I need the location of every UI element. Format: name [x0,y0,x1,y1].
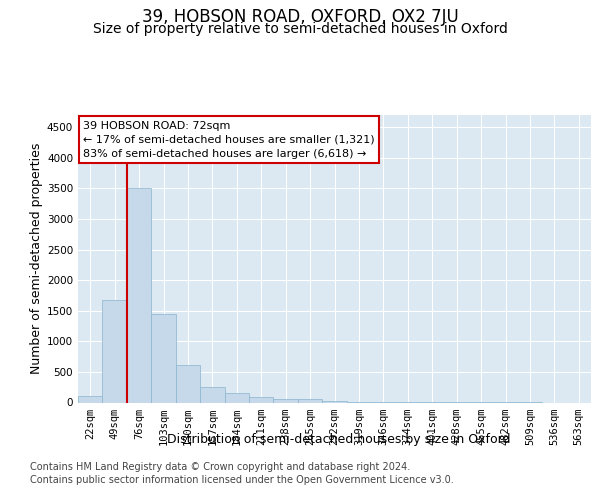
Text: Size of property relative to semi-detached houses in Oxford: Size of property relative to semi-detach… [92,22,508,36]
Bar [127,188,151,402]
Bar [274,398,298,402]
Bar [200,386,224,402]
Text: Distribution of semi-detached houses by size in Oxford: Distribution of semi-detached houses by … [167,432,511,446]
Text: Contains public sector information licensed under the Open Government Licence v3: Contains public sector information licen… [30,475,454,485]
Y-axis label: Number of semi-detached properties: Number of semi-detached properties [30,143,43,374]
Bar [249,397,274,402]
Bar [298,399,322,402]
Text: Contains HM Land Registry data © Crown copyright and database right 2024.: Contains HM Land Registry data © Crown c… [30,462,410,472]
Bar [103,300,127,403]
Bar [224,394,249,402]
Text: 39, HOBSON ROAD, OXFORD, OX2 7JU: 39, HOBSON ROAD, OXFORD, OX2 7JU [142,8,458,26]
Bar [322,400,347,402]
Bar [151,314,176,402]
Text: 39 HOBSON ROAD: 72sqm
← 17% of semi-detached houses are smaller (1,321)
83% of s: 39 HOBSON ROAD: 72sqm ← 17% of semi-deta… [83,120,375,159]
Bar [176,364,200,403]
Bar [78,396,103,402]
